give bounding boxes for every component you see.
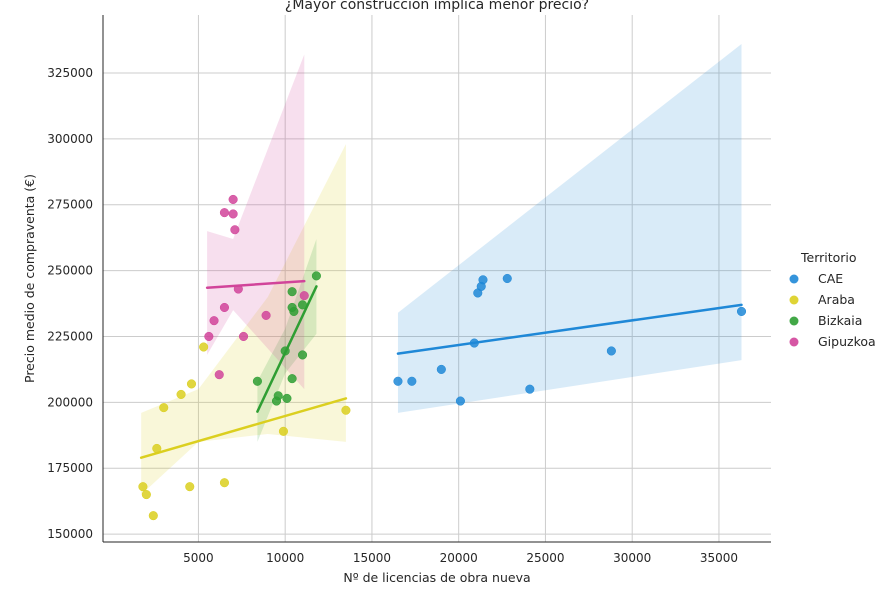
point-gipuzkoa — [299, 291, 309, 301]
band-cae — [397, 43, 742, 413]
x-tick-label: 35000 — [700, 551, 738, 565]
point-cae — [436, 364, 446, 374]
band-gipuzkoa — [207, 54, 305, 390]
point-araba — [148, 511, 158, 521]
point-cae — [455, 396, 465, 406]
point-bizkaia — [273, 391, 283, 401]
legend-marker-araba — [789, 295, 799, 305]
point-gipuzkoa — [228, 209, 238, 219]
y-tick-label: 175000 — [47, 461, 93, 475]
point-gipuzkoa — [209, 316, 219, 326]
point-gipuzkoa — [261, 310, 271, 320]
point-bizkaia — [287, 374, 297, 384]
y-axis-label: Precio medio de compraventa (€) — [22, 174, 37, 383]
point-cae — [502, 273, 512, 284]
point-bizkaia — [297, 300, 308, 310]
x-tick-label: 10000 — [266, 551, 304, 565]
point-cae — [469, 338, 479, 348]
point-araba — [186, 379, 197, 389]
point-araba — [185, 482, 195, 492]
y-tick-label: 200000 — [47, 395, 93, 409]
point-araba — [278, 426, 288, 436]
point-gipuzkoa — [214, 370, 224, 380]
point-cae — [393, 376, 403, 386]
trend-line-araba — [139, 397, 348, 459]
legend: Territorio CAE Araba Bizkaia Gipuzkoa — [789, 250, 876, 349]
point-gipuzkoa — [230, 225, 240, 235]
y-tick-label: 300000 — [47, 132, 93, 146]
confidence-bands — [141, 43, 742, 495]
point-bizkaia — [287, 287, 297, 297]
point-cae — [478, 275, 488, 285]
point-cae — [736, 306, 747, 316]
tick-labels: 5000 10000 15000 20000 25000 30000 35000 150000… — [47, 66, 738, 565]
legend-marker-bizkaia — [789, 316, 799, 326]
axes-spines — [102, 15, 771, 543]
point-araba — [141, 490, 151, 500]
point-araba — [176, 389, 186, 399]
band-bizkaia — [257, 238, 317, 442]
legend-label-gipuzkoa: Gipuzkoa — [818, 334, 876, 349]
data-points — [138, 194, 747, 521]
y-tick-label: 325000 — [47, 66, 93, 80]
x-tick-label: 25000 — [526, 551, 564, 565]
x-tick-label: 30000 — [613, 551, 651, 565]
grid — [103, 15, 771, 542]
x-tick-label: 15000 — [353, 551, 391, 565]
chart-title: ¿Mayor construcción implica menor precio… — [285, 0, 589, 13]
y-tick-label: 275000 — [47, 198, 93, 212]
point-cae — [407, 376, 417, 386]
point-gipuzkoa — [219, 208, 230, 218]
point-araba — [341, 405, 351, 415]
point-gipuzkoa — [233, 284, 243, 294]
point-bizkaia — [280, 346, 290, 356]
legend-label-bizkaia: Bizkaia — [818, 313, 862, 328]
point-gipuzkoa — [238, 331, 249, 342]
point-gipuzkoa — [219, 302, 230, 313]
legend-marker-cae — [789, 274, 799, 284]
point-gipuzkoa — [204, 331, 214, 342]
point-gipuzkoa — [228, 194, 238, 204]
point-araba — [152, 443, 162, 454]
point-cae — [525, 384, 535, 394]
point-bizkaia — [252, 376, 262, 386]
trend-line-cae — [396, 303, 743, 355]
point-araba — [159, 403, 169, 413]
legend-label-araba: Araba — [818, 292, 855, 307]
point-araba — [138, 482, 148, 492]
y-tick-label: 225000 — [47, 329, 93, 343]
point-bizkaia — [297, 350, 308, 360]
x-axis-label: Nº de licencias de obra nueva — [343, 570, 530, 585]
legend-label-cae: CAE — [818, 271, 843, 286]
point-cae — [606, 346, 616, 356]
point-bizkaia — [311, 271, 321, 281]
legend-title: Territorio — [800, 250, 857, 265]
legend-marker-gipuzkoa — [789, 337, 799, 347]
x-tick-label: 5000 — [183, 551, 214, 565]
x-tick-label: 20000 — [440, 551, 478, 565]
y-tick-label: 250000 — [47, 264, 93, 278]
y-tick-label: 150000 — [47, 527, 93, 541]
point-bizkaia — [282, 393, 292, 403]
point-araba — [199, 342, 209, 352]
band-araba — [141, 144, 346, 495]
point-araba — [219, 478, 230, 488]
trend-line-gipuzkoa — [205, 279, 306, 289]
point-bizkaia — [289, 306, 299, 316]
